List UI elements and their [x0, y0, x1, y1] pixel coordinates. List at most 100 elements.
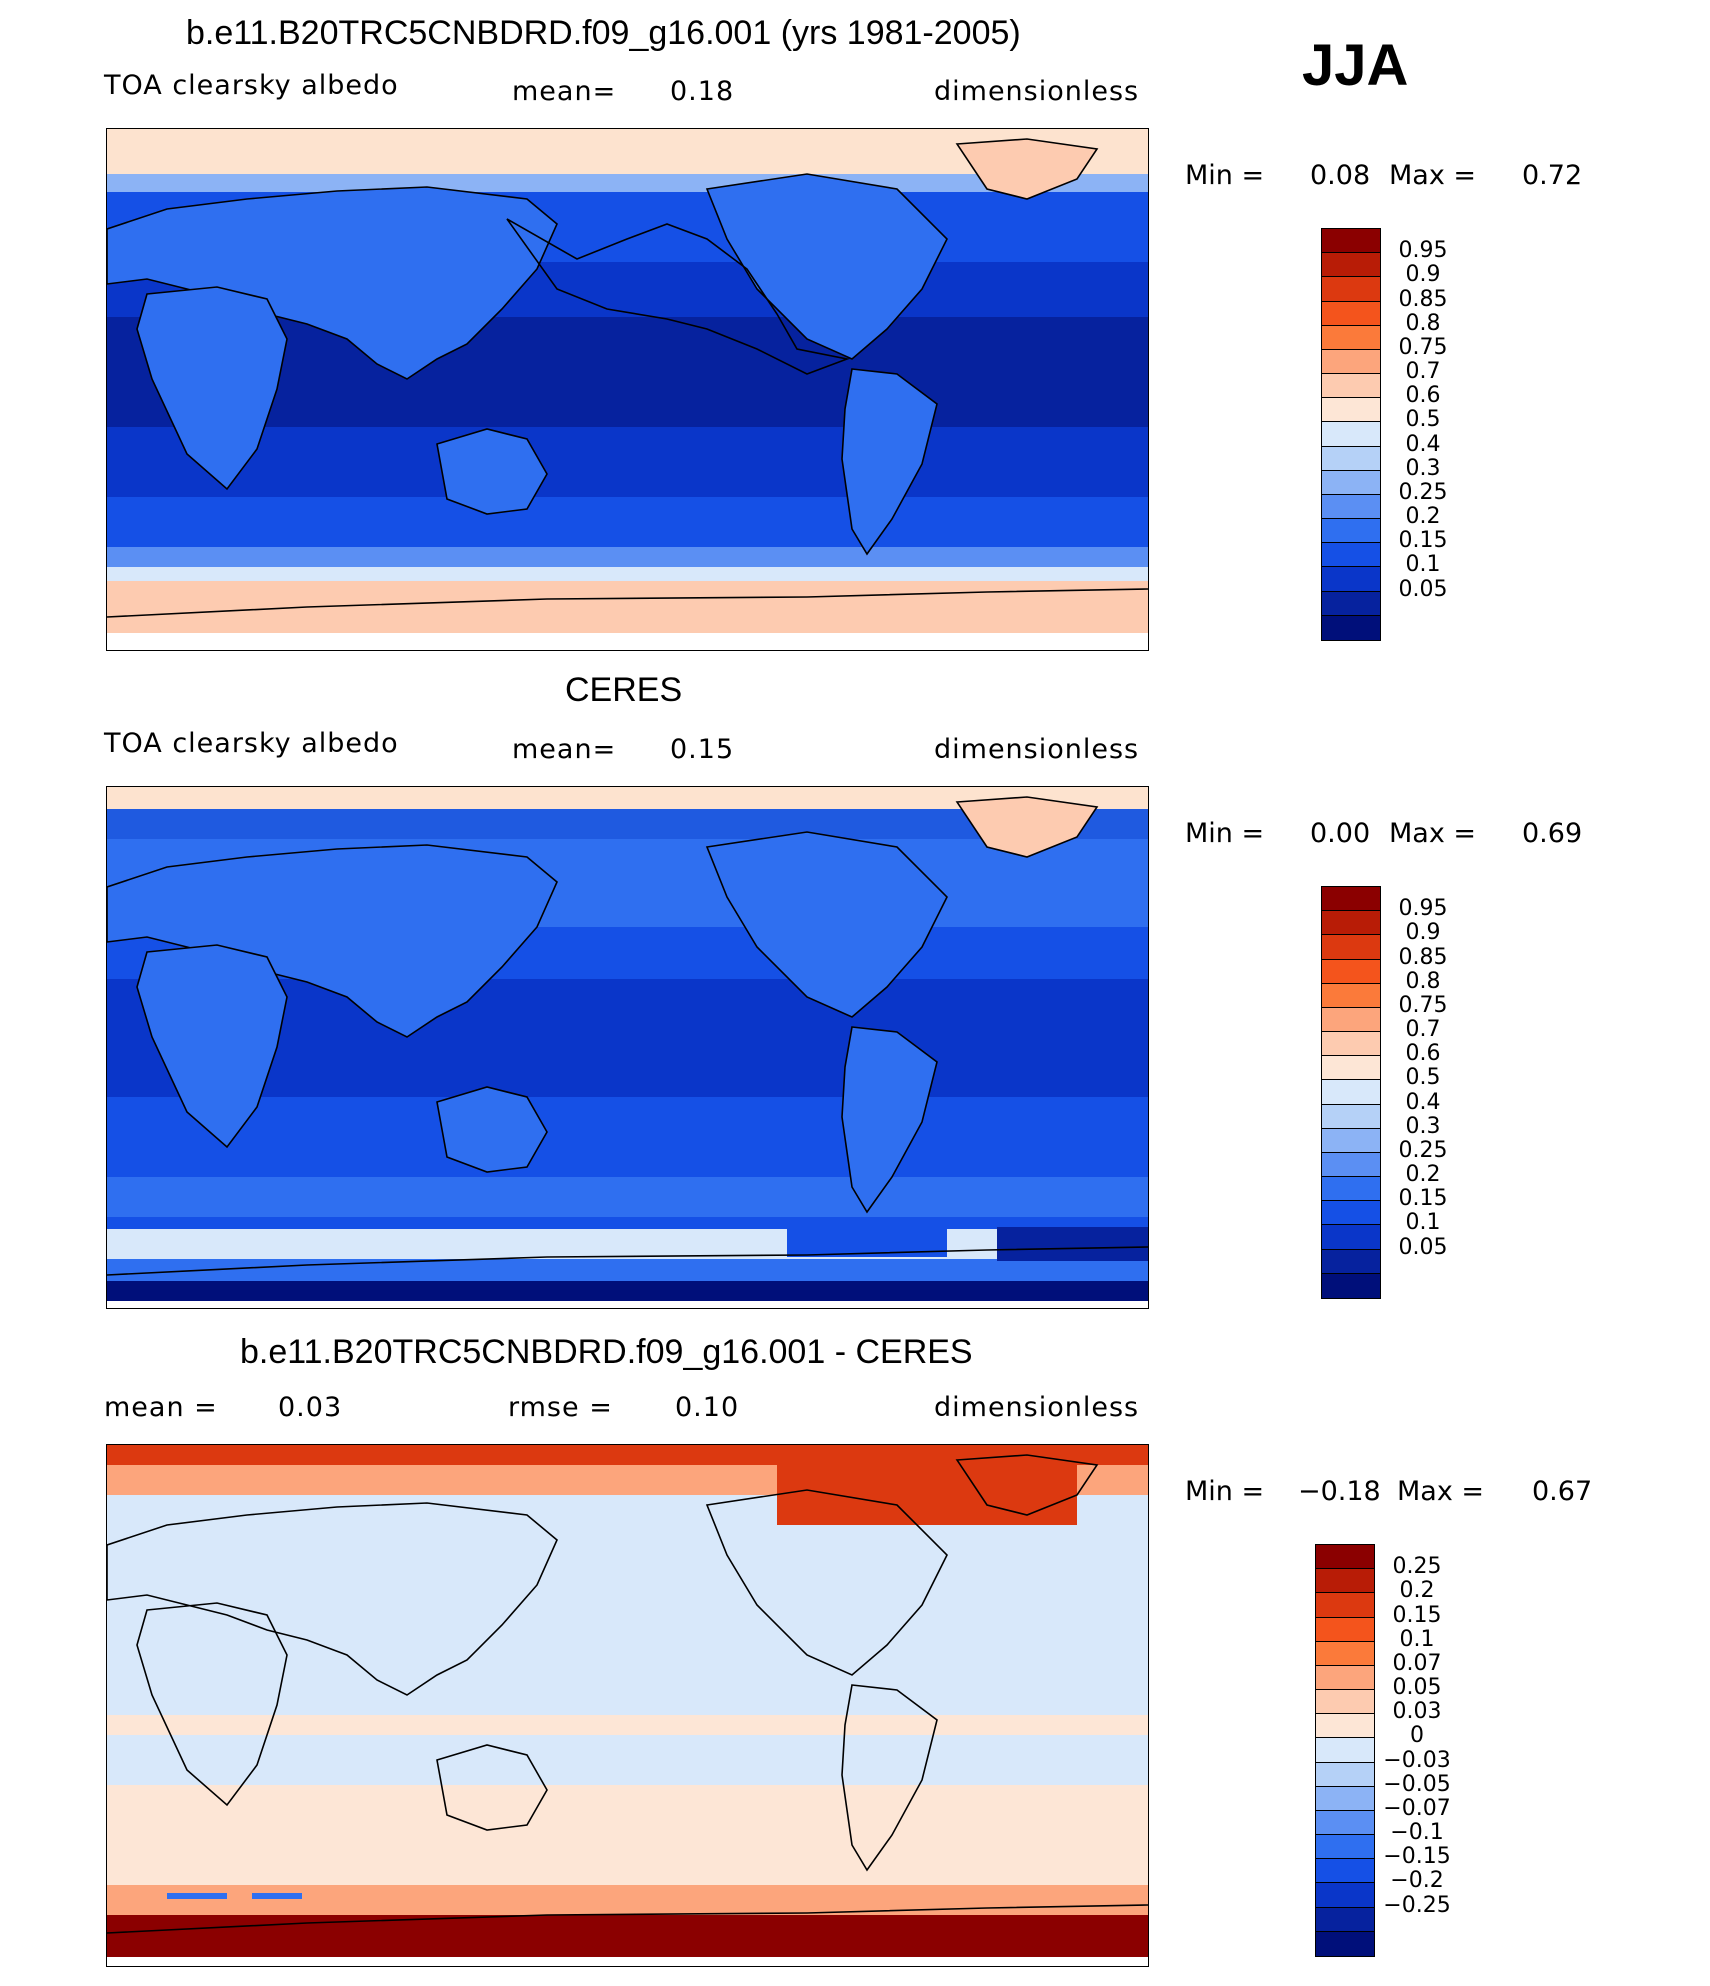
colorbar-swatch [1322, 1177, 1380, 1202]
panel-2-variable-label: TOA clearsky albedo [104, 728, 399, 759]
colorbar-tick-label: −0.2 [1390, 1868, 1444, 1894]
colorbar-swatch [1316, 1545, 1374, 1570]
colorbar-swatch [1316, 1810, 1374, 1836]
colorbar-tick-label: 0.2 [1399, 1578, 1435, 1604]
colorbar-swatch [1322, 494, 1380, 520]
colorbar-swatch [1322, 519, 1380, 544]
colorbar-swatch [1322, 1152, 1380, 1178]
panel-3-mean-value: 0.03 [278, 1392, 343, 1423]
panel-2-max-value: 0.69 [1522, 818, 1583, 849]
panel-2-map [106, 786, 1149, 1309]
colorbar-swatch [1316, 1859, 1374, 1884]
colorbar-swatch [1322, 1056, 1380, 1081]
colorbar-tick-label: 0.6 [1405, 1041, 1441, 1067]
colorbar-tick-label: 0.05 [1398, 576, 1448, 602]
colorbar-swatch [1322, 277, 1380, 302]
colorbar-tick-label: 0.75 [1398, 992, 1448, 1018]
colorbar-swatch [1316, 1931, 1374, 1956]
colorbar-tick-label: 0.1 [1405, 552, 1441, 578]
panel-3-units: dimensionless [934, 1392, 1140, 1423]
colorbar-tick-label: 0.2 [1405, 504, 1441, 530]
colorbar-tick-label: 0.85 [1398, 286, 1448, 312]
colorbar-tick-label: 0.8 [1405, 968, 1441, 994]
colorbar-tick-label: 0.6 [1405, 383, 1441, 409]
panel-1-max-label: Max = [1389, 160, 1477, 191]
colorbar-tick-label: −0.07 [1383, 1795, 1451, 1821]
panel-3-max-value: 0.67 [1532, 1476, 1593, 1507]
colorbar-swatch [1322, 1249, 1380, 1274]
colorbar-swatch [1316, 1569, 1374, 1594]
panel-3-map [106, 1444, 1149, 1967]
colorbar-tick-label: 0.2 [1405, 1162, 1441, 1188]
colorbar-tick-label: 0.7 [1405, 359, 1441, 385]
colorbar-swatch [1322, 253, 1380, 278]
panel-3-map-svg [107, 1445, 1148, 1966]
panel-1-title: b.e11.B20TRC5CNBDRD.f09_g16.001 (yrs 198… [186, 14, 1021, 52]
colorbar-tick-label: 0.5 [1405, 1065, 1441, 1091]
panel-1-mean-label: mean= [512, 76, 617, 107]
panel-2-map-svg [107, 787, 1148, 1308]
colorbar-tick-label: 0.15 [1398, 1186, 1448, 1212]
colorbar-tick-label: 0.85 [1398, 944, 1448, 970]
colorbar-tick-label: 0.7 [1405, 1017, 1441, 1043]
colorbar-tick-label: 0.4 [1405, 431, 1441, 457]
colorbar-tick-label: −0.15 [1383, 1844, 1451, 1870]
colorbar-tick-label: 0.25 [1392, 1554, 1442, 1580]
colorbar-swatch [1316, 1786, 1374, 1811]
panel-1-min-value: 0.08 [1310, 160, 1371, 191]
panel-2-title: CERES [565, 671, 683, 709]
colorbar-tick-label: 0.95 [1398, 238, 1448, 264]
panel-2-mean-label: mean= [512, 734, 617, 765]
colorbar-swatch [1316, 1738, 1374, 1763]
colorbar-swatch [1322, 470, 1380, 495]
colorbar-swatch [1322, 1032, 1380, 1057]
panel-1-max-value: 0.72 [1522, 160, 1583, 191]
colorbar-swatch [1322, 615, 1380, 640]
colorbar-tick-label: 0.25 [1398, 479, 1448, 505]
colorbar-swatch [1322, 422, 1380, 447]
season-label: JJA [1302, 33, 1409, 98]
colorbar-swatch [1322, 1273, 1380, 1298]
panel-2-colorbar [1321, 886, 1381, 1299]
panel-3-title: b.e11.B20TRC5CNBDRD.f09_g16.001 - CERES [240, 1333, 973, 1371]
colorbar-swatch [1322, 1128, 1380, 1153]
colorbar-swatch [1322, 935, 1380, 960]
panel-2-units: dimensionless [934, 734, 1140, 765]
colorbar-swatch [1322, 398, 1380, 423]
panel-3-rmse-value: 0.10 [675, 1392, 740, 1423]
colorbar-swatch [1322, 983, 1380, 1008]
colorbar-swatch [1322, 1201, 1380, 1226]
colorbar-tick-label: 0.9 [1405, 920, 1441, 946]
panel-2-min-value: 0.00 [1310, 818, 1371, 849]
colorbar-tick-label: 0.3 [1405, 1113, 1441, 1139]
colorbar-swatch [1316, 1762, 1374, 1787]
colorbar-tick-label: 0.5 [1405, 407, 1441, 433]
colorbar-swatch [1322, 1104, 1380, 1129]
colorbar-tick-label: 0.05 [1392, 1675, 1442, 1701]
colorbar-swatch [1316, 1593, 1374, 1618]
colorbar-swatch [1322, 229, 1380, 254]
colorbar-tick-label: 0.9 [1405, 262, 1441, 288]
colorbar-tick-label: −0.1 [1390, 1820, 1444, 1846]
panel-2-min-label: Min = [1185, 818, 1265, 849]
colorbar-swatch [1322, 325, 1380, 350]
panel-1-mean-value: 0.18 [670, 76, 735, 107]
panel-1-map-svg [107, 129, 1148, 650]
colorbar-swatch [1322, 349, 1380, 375]
colorbar-swatch [1316, 1641, 1374, 1666]
colorbar-swatch [1316, 1883, 1374, 1908]
colorbar-tick-label: 0.15 [1398, 528, 1448, 554]
panel-1-units: dimensionless [934, 76, 1140, 107]
colorbar-swatch [1316, 1617, 1374, 1642]
colorbar-tick-label: 0.75 [1398, 334, 1448, 360]
colorbar-tick-label: 0.05 [1398, 1234, 1448, 1260]
colorbar-tick-label: 0.4 [1405, 1089, 1441, 1115]
colorbar-swatch [1322, 567, 1380, 592]
panel-1-variable-label: TOA clearsky albedo [104, 70, 399, 101]
colorbar-tick-label: −0.05 [1383, 1771, 1451, 1797]
colorbar-swatch [1322, 1080, 1380, 1105]
colorbar-tick-label: 0.1 [1399, 1626, 1435, 1652]
colorbar-swatch [1322, 591, 1380, 616]
panel-3-min-label: Min = [1185, 1476, 1265, 1507]
colorbar-swatch [1322, 887, 1380, 912]
